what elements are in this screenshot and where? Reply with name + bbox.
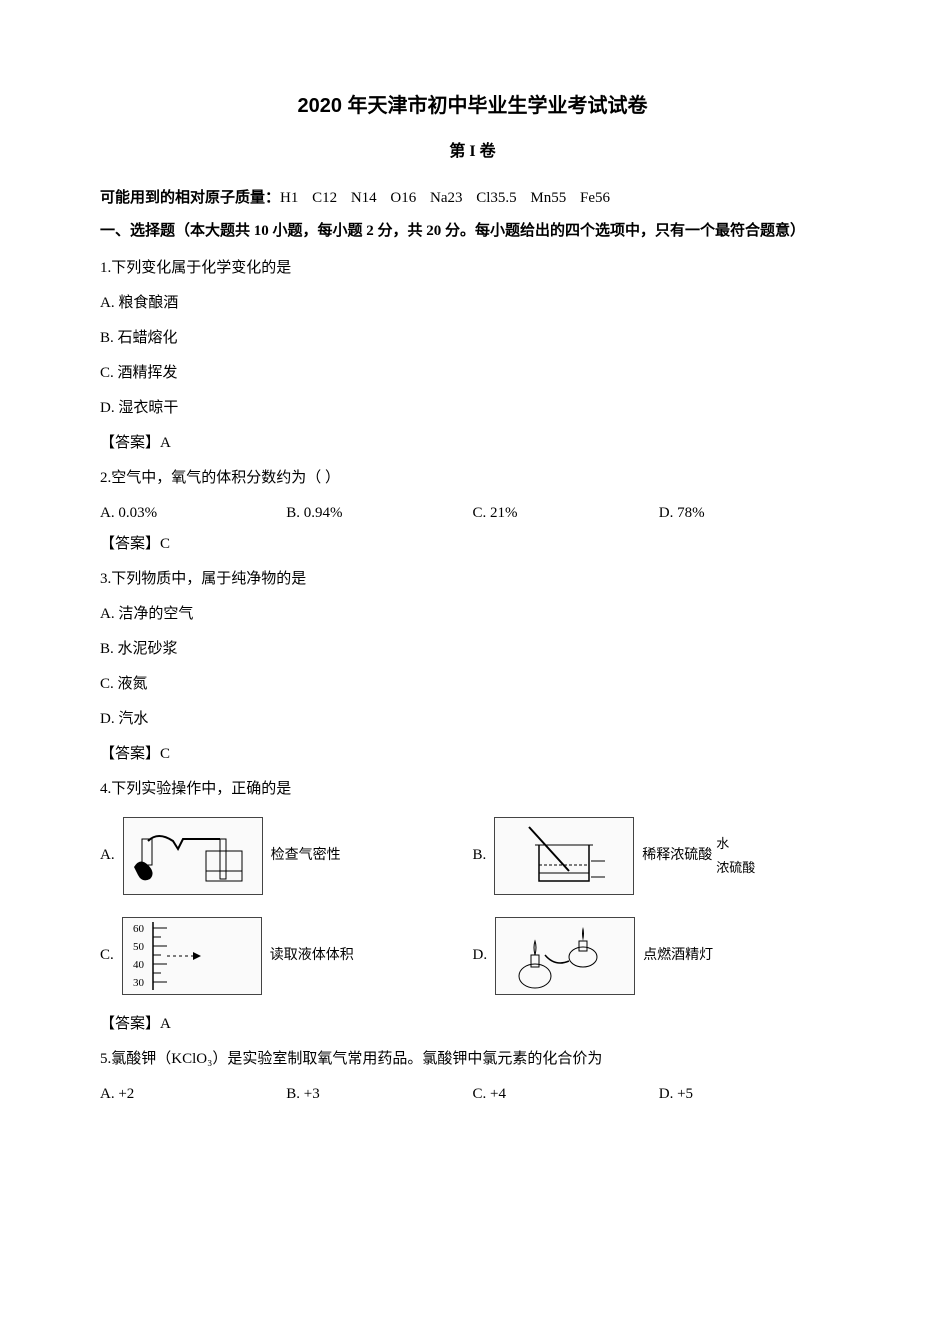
q4-stem: 4.下列实验操作中，正确的是 [100,776,845,803]
q4-b-letter: B. [473,842,487,869]
q3-option-c: C. 液氮 [100,671,845,698]
svg-text:50: 50 [133,941,145,953]
q4-d-letter: D. [473,942,488,969]
q2-answer: 【答案】C [100,531,845,558]
q4-b-acid-label: 浓硫酸 [716,856,755,879]
q5-options: A. +2 B. +3 C. +4 D. +5 [100,1081,845,1108]
atomic-mass-line: 可能用到的相对原子质量：H1 C12 N14 O16 Na23 Cl35.5 M… [100,185,845,212]
q4-c-figure: 60 50 40 30 [122,917,262,995]
q4-a-caption: 检查气密性 [271,843,341,868]
q4-option-d: D. 点燃酒精灯 [473,911,846,1001]
q3-option-a: A. 洁净的空气 [100,601,845,628]
q4-b-labels: 水 浓硫酸 [716,832,755,879]
q4-b-caption: 稀释浓硫酸 [642,843,712,868]
q4-answer: 【答案】A [100,1011,845,1038]
q4-c-caption: 读取液体体积 [270,943,354,968]
q3-option-b: B. 水泥砂浆 [100,636,845,663]
alcohol-lamp-icon [505,921,625,991]
q2-option-b: B. 0.94% [286,500,472,527]
q4-a-letter: A. [100,842,115,869]
q2-options: A. 0.03% B. 0.94% C. 21% D. 78% [100,500,845,527]
q1-option-b: B. 石蜡熔化 [100,325,845,352]
exam-subtitle: 第 I 卷 [100,138,845,167]
exam-title: 2020 年天津市初中毕业生学业考试试卷 [100,88,845,124]
atomic-mass-label: 可能用到的相对原子质量： [100,190,280,206]
q2-option-a: A. 0.03% [100,500,286,527]
q3-stem: 3.下列物质中，属于纯净物的是 [100,566,845,593]
q5-option-c: C. +4 [473,1081,659,1108]
q2-option-d: D. 78% [659,500,845,527]
svg-text:40: 40 [133,959,145,971]
q5-option-d: D. +5 [659,1081,845,1108]
q5-option-a: A. +2 [100,1081,286,1108]
q4-option-c: C. 60 50 40 30 读取液体体积 [100,911,473,1001]
q2-stem: 2.空气中，氧气的体积分数约为（ ） [100,465,845,492]
q3-option-d: D. 汽水 [100,706,845,733]
q4-options: A. 检查气密性 B. 稀 [100,811,845,1011]
q1-option-d: D. 湿衣晾干 [100,395,845,422]
q5-option-b: B. +3 [286,1081,472,1108]
read-volume-icon: 60 50 40 30 [127,918,257,994]
q4-d-figure [495,917,635,995]
q4-b-water-label: 水 [716,832,755,855]
q1-option-c: C. 酒精挥发 [100,360,845,387]
q5-stem: 5.氯酸钾（KClO₃）是实验室制取氧气常用药品。氯酸钾中氯元素的化合价为 [100,1046,845,1073]
atomic-mass-items: H1 C12 N14 O16 Na23 Cl35.5 Mn55 Fe56 [280,190,610,206]
q4-option-a: A. 检查气密性 [100,811,473,901]
svg-text:30: 30 [133,977,145,989]
q1-stem: 1.下列变化属于化学变化的是 [100,255,845,282]
q4-a-figure [123,817,263,895]
dilute-acid-icon [509,821,619,891]
q4-d-caption: 点燃酒精灯 [643,943,713,968]
q4-c-letter: C. [100,942,114,969]
q1-options: A. 粮食酿酒 B. 石蜡熔化 C. 酒精挥发 D. 湿衣晾干 [100,290,845,422]
q2-option-c: C. 21% [473,500,659,527]
svg-text:60: 60 [133,923,145,935]
q3-options: A. 洁净的空气 B. 水泥砂浆 C. 液氮 D. 汽水 [100,601,845,733]
q4-b-figure [494,817,634,895]
q4-option-b: B. 稀释浓硫酸 水 浓硫酸 [473,811,846,901]
q3-answer: 【答案】C [100,741,845,768]
section-1-header: 一、选择题（本大题共 10 小题，每小题 2 分，共 20 分。每小题给出的四个… [100,218,845,245]
q1-option-a: A. 粮食酿酒 [100,290,845,317]
q1-answer: 【答案】A [100,430,845,457]
airtightness-icon [128,821,258,891]
